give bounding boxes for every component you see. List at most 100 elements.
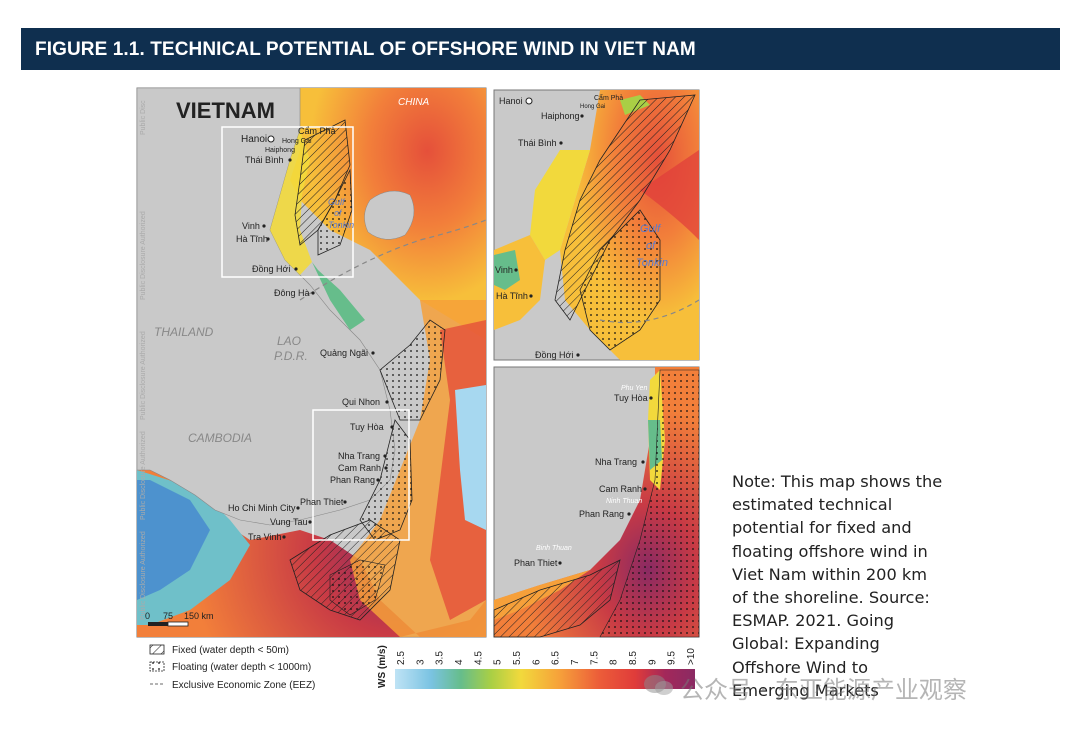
colorbar-tick-label: 7.5 [589, 651, 600, 665]
hainan-island [364, 190, 415, 240]
wechat-icon [644, 675, 673, 695]
inset-south-floating [599, 369, 700, 638]
legend-floating: Floating (water depth < 1000m) [172, 662, 311, 673]
colorbar-tick-label: 9 [647, 659, 658, 665]
side-watermark-1: Public Disclosure Authorized [140, 531, 147, 620]
note-text: Note: This map shows the estimated techn… [732, 472, 943, 700]
city-qui-nhon: Qui Nhon [342, 397, 380, 407]
sea-label-gulf: Gulf [328, 197, 346, 207]
inset-south-city-tuy-hoa: Tuy Hòa [614, 393, 648, 403]
city-dong-ha: Đông Hà [274, 288, 310, 298]
eez-line [299, 219, 487, 301]
inset-south-city-phan-rang: Phan Rang [579, 509, 624, 519]
city-haiphong: Haiphong [265, 147, 295, 154]
inset-north-city-haiphong: Haiphong [541, 111, 580, 121]
region-label-pdr: P.D.R. [274, 349, 308, 363]
inset-south-city-nha-trang: Nha Trang [595, 457, 637, 467]
inset-south-region-ninh-thuan: Ninh Thuan [606, 498, 642, 505]
inset-north-city-thai-binh: Thái Bình [518, 138, 557, 148]
side-watermark-2: Public Disclosure Authorized [140, 431, 147, 520]
colorbar-tick-label: 8.5 [628, 651, 639, 665]
colorbar-tick-label: 3 [415, 659, 426, 665]
side-watermark-4: Public Disclosure Authorized [140, 211, 147, 300]
city-ha-tinh: Hà Tĩnh [236, 234, 268, 244]
legend-fixed: Fixed (water depth < 50m) [172, 645, 289, 656]
inset-south-fixed [493, 559, 621, 638]
city-nha-trang: Nha Trang [338, 451, 380, 461]
city-hanoi: Hanoi [241, 134, 267, 145]
main-map-labels: VIETNAM CHINA THAILAND LAO P.D.R. CAMBOD… [140, 97, 429, 621]
city-cam-ranh: Cam Ranh [338, 463, 381, 473]
side-watermark-5: Public Disc [140, 100, 147, 135]
blue-patch-east [455, 385, 486, 530]
colorbar-tick-label: 5 [493, 659, 504, 665]
city-phan-rang: Phan Rang [330, 475, 375, 485]
sea-label-of: of [334, 208, 343, 218]
city-vung-tau: Vung Tau [270, 517, 308, 527]
inset-north-city-ha-tinh: Hà Tĩnh [496, 291, 528, 301]
city-ho-chi-minh: Ho Chi Minh City [228, 503, 296, 513]
figure-title-bar: FIGURE 1.1. TECHNICAL POTENTIAL OF OFFSH… [21, 28, 1060, 70]
inset-south-region-phu-yen: Phu Yen [621, 385, 647, 392]
legend: Fixed (water depth < 50m) Floating (wate… [149, 644, 315, 691]
city-quang-ngai: Quảng Ngãi [320, 348, 368, 358]
main-map [136, 87, 487, 638]
city-thai-binh: Thái Bình [245, 155, 284, 165]
colorbar-tick-label: >10 [686, 648, 697, 665]
inset-north-labels: Hanoi Cẩm Phả Hong Gai Haiphong Thái Bìn… [495, 94, 668, 360]
inset-north-city-dong-hoi: Đồng Hới [535, 350, 573, 360]
colorbar-title: WS (m/s) [377, 645, 388, 688]
colorbar-tick-label: 4 [454, 659, 465, 665]
colorbar-tick-label: 3.5 [435, 651, 446, 665]
country-label: VIETNAM [176, 98, 275, 123]
inset-south-city-phan-thiet: Phan Thiet [514, 558, 558, 568]
city-tra-vinh: Tra Vinh [248, 532, 282, 542]
region-label-thailand: THAILAND [154, 325, 214, 339]
scale-150: 150 km [184, 611, 214, 621]
colorbar-tick-label: 9.5 [667, 651, 678, 665]
colorbar-tick-label: 8 [609, 659, 620, 665]
inset-south [493, 366, 700, 638]
legend-eez: Exclusive Economic Zone (EEZ) [172, 680, 315, 691]
inset-south-frame [312, 409, 410, 541]
inset-north-sea-gulf: Gulf [640, 223, 661, 235]
colorbar-tick-label: 5.5 [512, 651, 523, 665]
city-hong-gai: Hong Gai [282, 138, 312, 145]
city-dong-hoi: Đồng Hới [252, 264, 290, 274]
inset-north-floating [579, 209, 661, 351]
inset-north-sea-of: of [646, 240, 656, 252]
watermark-text: 公众号 · 东亚能源产业观察 [680, 676, 967, 704]
region-label-lao: LAO [277, 334, 301, 348]
colorbar-tick-label: 2.5 [396, 651, 407, 665]
city-tuy-hoa: Tuy Hòa [350, 422, 384, 432]
inset-north-frame [221, 126, 354, 278]
colorbar: WS (m/s) 2.5 3 3.5 4 4.5 5 5.5 6 6.5 7 7.5 8 8.5 9 9.5… [377, 645, 697, 689]
inset-north-city-hong-gai: Hong Gai [580, 104, 605, 110]
zone-floating-central [379, 319, 446, 421]
inset-north-city-vinh: Vinh [495, 265, 513, 275]
colorbar-tick-label: 7 [570, 659, 581, 665]
scale-75: 75 [163, 611, 173, 621]
inset-north [493, 89, 700, 361]
region-label-china: CHINA [398, 97, 429, 108]
inset-north-fixed [554, 94, 696, 321]
inset-south-region-binh-thuan: Binh Thuan [536, 545, 572, 552]
sea-label-tonkin: Tonkin [328, 220, 354, 230]
inset-south-labels: Phu Yen Tuy Hòa Nha Trang Cam Ranh Ninh … [514, 385, 653, 568]
region-label-cambodia: CAMBODIA [188, 431, 252, 445]
zone-floating-north [317, 168, 353, 256]
city-phan-thiet: Phan Thiet [300, 497, 344, 507]
scale-0: 0 [145, 611, 150, 621]
colorbar-tick-label: 6 [531, 659, 542, 665]
colorbar-tick-label: 4.5 [473, 651, 484, 665]
city-vinh: Vinh [242, 221, 260, 231]
colorbar-tick-label: 6.5 [551, 651, 562, 665]
side-watermark-3: Public Disclosure Authorized [140, 331, 147, 420]
inset-north-sea-tonkin: Tonkin [636, 257, 668, 269]
figure-title: FIGURE 1.1. TECHNICAL POTENTIAL OF OFFSH… [35, 39, 696, 60]
inset-north-city-cam-pha: Cẩm Phả [594, 94, 623, 102]
inset-south-city-cam-ranh: Cam Ranh [599, 484, 642, 494]
city-cam-pha: Cẩm Phả [298, 126, 336, 136]
inset-north-city-hanoi: Hanoi [499, 96, 523, 106]
